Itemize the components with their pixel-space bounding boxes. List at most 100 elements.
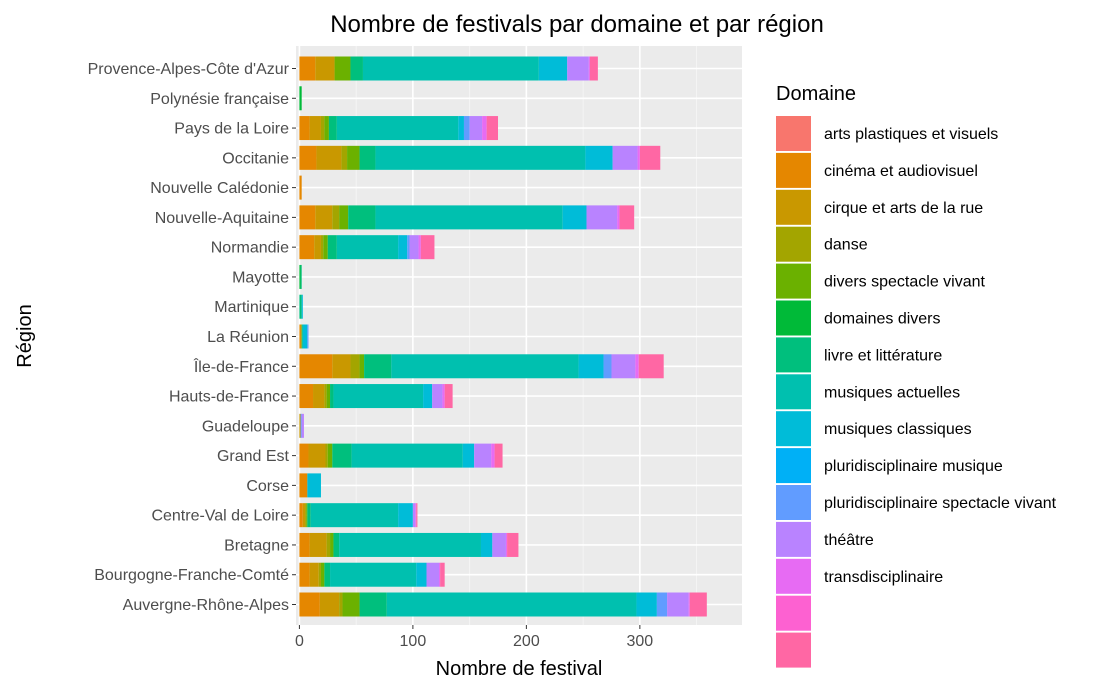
bar-segment-centre-val-de-loire-series-14	[416, 503, 418, 528]
bar-group-nouvelle-caledonie	[299, 175, 302, 200]
bar-segment-nouvelle-aquitaine-livre-et-litterature	[348, 205, 376, 230]
bar-segment-centre-val-de-loire-theatre	[412, 503, 416, 528]
legend-key-pluridisciplinaire-spectacle-vivant	[776, 485, 811, 520]
legend-key-series-14	[776, 632, 811, 668]
bar-segment-nouvelle-caledonie-cinema-et-audiovisuel	[299, 175, 302, 200]
bar-segment-bourgogne-franche-comte-series-14	[440, 562, 445, 587]
bar-segment-ile-de-france-pluridisciplinaire-spectacle-vivant	[603, 354, 612, 379]
bar-segment-normandie-series-14	[420, 235, 435, 260]
y-tick-label: Occitanie	[222, 150, 289, 167]
bar-segment-auvergne-rhone-alpes-divers-spectacle-vivant	[342, 592, 360, 617]
bar-segment-nouvelle-aquitaine-cirque-et-arts-de-la-rue	[315, 205, 333, 230]
bar-segment-nouvelle-aquitaine-musiques-classiques	[562, 205, 587, 230]
bar-segment-centre-val-de-loire-cirque-et-arts-de-la-rue	[302, 503, 306, 528]
x-tick-label: 200	[513, 633, 540, 650]
legend-key-arts-plastiques-et-visuels	[776, 116, 811, 151]
bar-segment-mayotte-livre-et-litterature	[300, 264, 302, 289]
y-tick-label: Pays de la Loire	[174, 121, 289, 138]
bar-segment-bretagne-danse	[326, 532, 331, 557]
legend-label: domaines divers	[824, 311, 941, 328]
y-tick-label: Provence-Alpes-Côte d'Azur	[88, 61, 290, 78]
legend-key-cirque-et-arts-de-la-rue	[776, 189, 811, 225]
bar-segment-occitanie-theatre	[612, 145, 638, 170]
bar-segment-hauts-de-france-series-14	[444, 384, 453, 409]
legend-label: musiques actuelles	[824, 384, 960, 401]
bar-segment-grand-est-theatre	[474, 443, 492, 468]
bar-segment-ile-de-france-series-14	[638, 354, 664, 379]
bar-segment-bretagne-theatre	[492, 532, 506, 557]
legend-key-cinema-et-audiovisuel	[776, 152, 811, 188]
bar-segment-normandie-danse	[320, 235, 324, 260]
bar-segment-ile-de-france-musiques-actuelles	[391, 354, 579, 379]
bar-segment-bretagne-cinema-et-audiovisuel	[299, 532, 310, 557]
bar-segment-occitanie-danse	[341, 145, 348, 170]
y-tick-label: Bretagne	[224, 537, 289, 554]
bar-group-la-reunion	[299, 324, 309, 349]
bar-segment-grand-est-transdisciplinaire	[491, 443, 495, 468]
bar-segment-centre-val-de-loire-livre-et-litterature	[307, 503, 311, 528]
bar-segment-provence-alpes-cote-d-azur-cinema-et-audiovisuel	[299, 56, 316, 81]
bar-segment-hauts-de-france-theatre	[432, 384, 443, 409]
bar-segment-hauts-de-france-cinema-et-audiovisuel	[299, 384, 314, 409]
bar-segment-centre-val-de-loire-cinema-et-audiovisuel	[299, 503, 303, 528]
legend-key-domaines-divers	[776, 300, 811, 336]
bar-segment-nouvelle-aquitaine-divers-spectacle-vivant	[339, 205, 349, 230]
bar-segment-bourgogne-franche-comte-musiques-actuelles	[330, 562, 417, 587]
bar-segment-la-reunion-pluridisciplinaire-spectacle-vivant	[307, 324, 309, 349]
y-tick-label: Hauts-de-France	[169, 389, 289, 406]
bar-segment-grand-est-danse	[325, 443, 328, 468]
bar-segment-grand-est-series-14	[494, 443, 503, 468]
bar-segment-normandie-musiques-actuelles	[336, 235, 399, 260]
bar-segment-normandie-livre-et-litterature	[327, 235, 337, 260]
bar-segment-nouvelle-aquitaine-danse	[332, 205, 340, 230]
legend-key-livre-et-litterature	[776, 337, 811, 373]
bar-segment-bretagne-musiques-actuelles	[339, 532, 481, 557]
bar-segment-pays-de-la-loire-musiques-classiques	[458, 116, 464, 141]
bar-segment-hauts-de-france-musiques-actuelles	[333, 384, 424, 409]
bar-segment-normandie-cinema-et-audiovisuel	[299, 235, 315, 260]
bar-segment-normandie-musiques-classiques	[398, 235, 408, 260]
legend-label: théâtre	[824, 532, 874, 549]
legend-key-pluridisciplinaire-musique	[776, 448, 811, 484]
bar-segment-guadeloupe-cirque-et-arts-de-la-rue	[299, 413, 301, 438]
bar-segment-occitanie-series-14	[639, 145, 661, 170]
legend-label: cirque et arts de la rue	[824, 200, 983, 217]
bar-segment-polynesie-francaise-domaines-divers	[299, 86, 302, 111]
bar-segment-bourgogne-franche-comte-livre-et-litterature	[324, 562, 331, 587]
bar-segment-provence-alpes-cote-d-azur-livre-et-litterature	[350, 56, 363, 81]
bar-segment-corse-cinema-et-audiovisuel	[299, 473, 308, 498]
legend-label: cinéma et audiovisuel	[824, 163, 978, 180]
bar-segment-normandie-pluridisciplinaire-spectacle-vivant	[407, 235, 410, 260]
bar-segment-centre-val-de-loire-danse	[305, 503, 307, 528]
y-tick-label: Bourgogne-Franche-Comté	[94, 567, 289, 584]
y-tick-label: Polynésie française	[150, 91, 289, 108]
bar-segment-bourgogne-franche-comte-transdisciplinaire	[438, 562, 441, 587]
bar-group-martinique	[299, 294, 303, 319]
bar-segment-auvergne-rhone-alpes-musiques-classiques	[636, 592, 657, 617]
y-tick-label: Grand Est	[217, 448, 290, 465]
bar-segment-centre-val-de-loire-transdisciplinaire	[415, 503, 417, 528]
bar-group-centre-val-de-loire	[299, 503, 418, 528]
bar-segment-mayotte-domaines-divers	[299, 264, 301, 289]
bar-segment-auvergne-rhone-alpes-series-14	[689, 592, 707, 617]
bar-segment-ile-de-france-theatre	[611, 354, 636, 379]
bar-segment-bretagne-musiques-classiques	[480, 532, 493, 557]
bar-segment-occitanie-musiques-actuelles	[375, 145, 586, 170]
bar-segment-grand-est-cirque-et-arts-de-la-rue	[308, 443, 326, 468]
legend-key-danse	[776, 226, 811, 262]
bar-group-provence-alpes-cote-d-azur	[299, 56, 598, 81]
y-tick-label: Auvergne-Rhône-Alpes	[123, 597, 289, 614]
bar-group-hauts-de-france	[299, 384, 453, 409]
y-tick-label: Corse	[246, 478, 289, 495]
bar-segment-guadeloupe-theatre	[301, 413, 304, 438]
x-tick-label: 300	[627, 633, 654, 650]
bar-segment-corse-musiques-classiques	[307, 473, 321, 498]
bar-segment-bretagne-transdisciplinaire	[505, 532, 508, 557]
bar-segment-auvergne-rhone-alpes-cinema-et-audiovisuel	[299, 592, 320, 617]
legend-key-divers-spectacle-vivant	[776, 263, 811, 299]
bar-segment-auvergne-rhone-alpes-pluridisciplinaire-spectacle-vivant	[656, 592, 668, 617]
bar-segment-centre-val-de-loire-musiques-classiques	[398, 503, 413, 528]
bar-segment-bretagne-cirque-et-arts-de-la-rue	[309, 532, 327, 557]
bar-segment-auvergne-rhone-alpes-danse	[339, 592, 343, 617]
